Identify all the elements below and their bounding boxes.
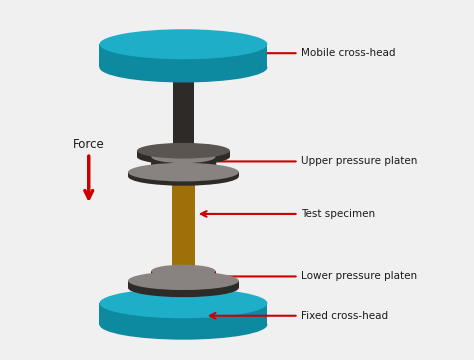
Polygon shape xyxy=(172,176,195,271)
Polygon shape xyxy=(173,67,194,151)
Ellipse shape xyxy=(151,150,216,163)
Text: Force: Force xyxy=(73,139,105,152)
Ellipse shape xyxy=(128,279,239,297)
Ellipse shape xyxy=(172,174,195,179)
Ellipse shape xyxy=(137,143,230,158)
Text: Lower pressure platen: Lower pressure platen xyxy=(210,271,418,282)
Polygon shape xyxy=(151,157,216,172)
Ellipse shape xyxy=(137,149,230,165)
Polygon shape xyxy=(151,271,216,281)
Ellipse shape xyxy=(128,163,239,181)
Ellipse shape xyxy=(128,271,239,290)
Text: Upper pressure platen: Upper pressure platen xyxy=(210,157,418,166)
Text: Mobile cross-head: Mobile cross-head xyxy=(208,48,396,58)
Ellipse shape xyxy=(100,288,267,318)
Ellipse shape xyxy=(151,274,216,287)
Text: Test specimen: Test specimen xyxy=(201,209,375,219)
Text: Fixed cross-head: Fixed cross-head xyxy=(210,311,388,321)
Ellipse shape xyxy=(128,167,239,186)
Polygon shape xyxy=(128,172,239,176)
Ellipse shape xyxy=(173,149,194,153)
Ellipse shape xyxy=(151,265,216,278)
Ellipse shape xyxy=(173,65,194,69)
Ellipse shape xyxy=(100,53,267,82)
Polygon shape xyxy=(100,303,267,325)
Polygon shape xyxy=(100,44,267,67)
Polygon shape xyxy=(128,281,239,288)
Ellipse shape xyxy=(151,166,216,179)
Ellipse shape xyxy=(172,269,195,273)
Ellipse shape xyxy=(100,29,267,59)
Ellipse shape xyxy=(100,310,267,340)
Polygon shape xyxy=(137,151,230,157)
